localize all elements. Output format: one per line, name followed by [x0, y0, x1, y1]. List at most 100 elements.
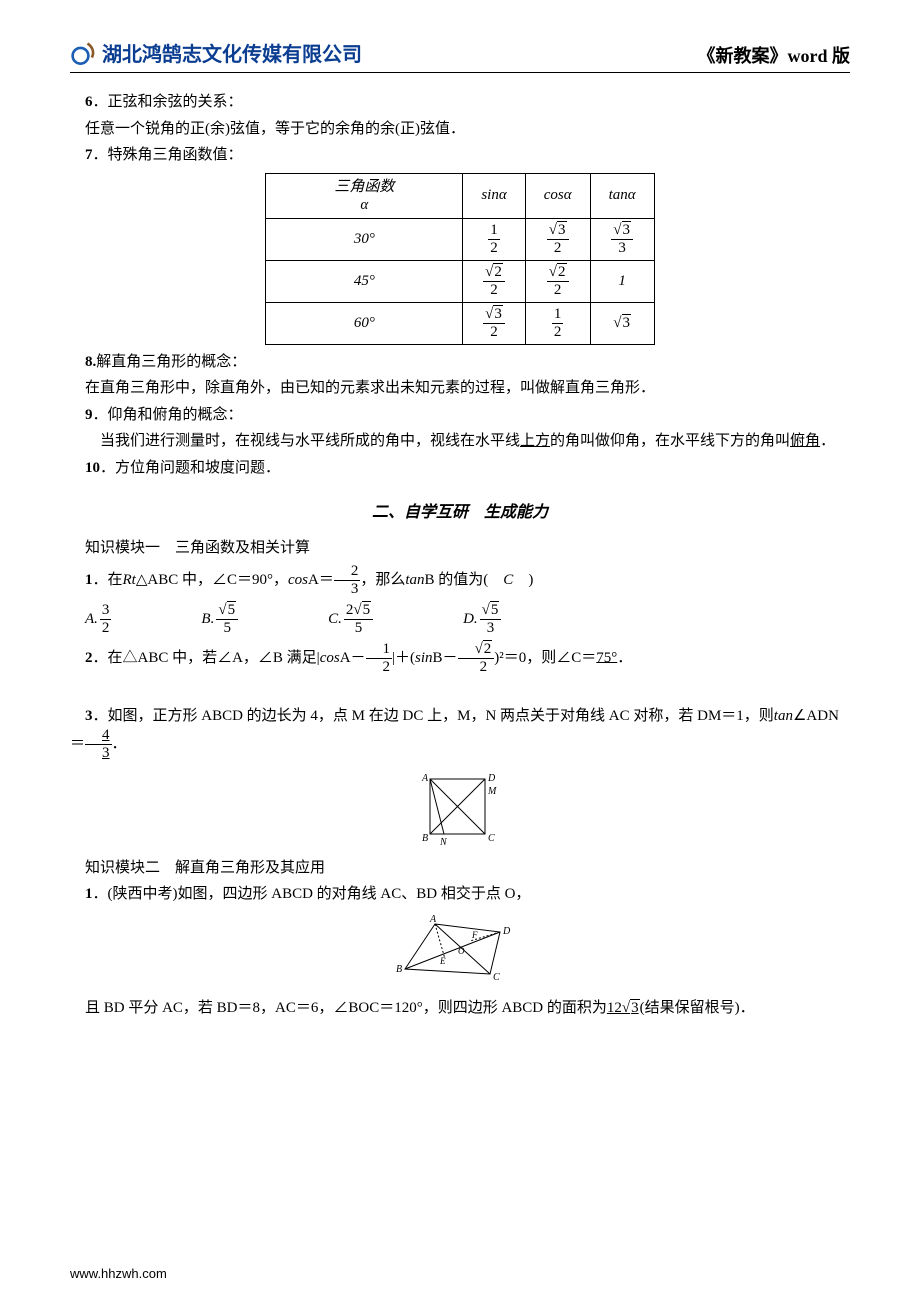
p9-body: 当我们进行测量时，在视线与水平线所成的角中，视线在水平线上方的角叫做仰角，在水平…: [70, 430, 850, 453]
figure-quad: A D B C E F O: [390, 914, 530, 989]
footer-url: www.hhzwh.com: [70, 1264, 167, 1284]
p9-down: 俯角: [790, 433, 820, 449]
m2q1-c2: (结果保留根号)．: [640, 1000, 755, 1016]
q1-t2: △ABC 中，∠C＝90°，: [136, 571, 288, 587]
m2q1: 1．(陕西中考)如图，四边形 ABCD 的对角线 AC、BD 相交于点 O，: [70, 883, 850, 906]
label-d: D: [502, 926, 511, 937]
module2-title: 知识模块二 解直角三角形及其应用: [70, 857, 850, 880]
q2-t3: |＋(: [392, 649, 415, 665]
q2-t1: ．在△ABC 中，若∠A，∠B 满足|: [93, 649, 320, 665]
p8-title-text: 解直角三角形的概念：: [96, 354, 246, 370]
p6-title: 6．正弦和余弦的关系：: [70, 91, 850, 114]
td-angle: 30°: [266, 218, 463, 260]
td-cos: √32: [525, 218, 590, 260]
label-f: F: [471, 930, 478, 940]
td-sin: √22: [463, 260, 525, 302]
q2-sin: sin: [415, 649, 433, 665]
th-sin: sinα: [463, 173, 525, 218]
module1-title: 知识模块一 三角函数及相关计算: [70, 537, 850, 560]
label-c: C: [488, 833, 495, 844]
header-left: 湖北鸿鹄志文化传媒有限公司: [70, 40, 362, 70]
trig-table: 三角函数α sinα cosα tanα 30° 12 √32 √33 45° …: [265, 173, 654, 345]
header-right: 《新教案》word 版: [698, 43, 851, 70]
p7-title-text: ．特殊角三角函数值：: [93, 147, 243, 163]
p9-label: 9: [85, 407, 93, 423]
td-angle: 60°: [266, 302, 463, 344]
q2-t6: ．: [617, 649, 632, 665]
table-row: 三角函数α sinα cosα tanα: [266, 173, 654, 218]
td-sin: 12: [463, 218, 525, 260]
q1-rt: Rt: [123, 571, 136, 587]
q3: 3．如图，正方形 ABCD 的边长为 4，点 M 在边 DC 上，M，N 两点关…: [70, 705, 850, 761]
p6-body: 任意一个锐角的正(余)弦值，等于它的余角的余(正)弦值．: [70, 118, 850, 141]
label-a: A: [421, 773, 429, 784]
label-m: M: [487, 786, 497, 797]
q3-label: 3: [85, 708, 93, 724]
td-tan: 1: [590, 260, 654, 302]
label-b: B: [422, 833, 428, 844]
q1-t6: ): [513, 571, 533, 587]
p9-b1: 当我们进行测量时，在视线与水平线所成的角中，视线在水平线: [100, 433, 520, 449]
label-n: N: [439, 837, 448, 848]
p8-label: 8.: [85, 354, 96, 370]
td-cos: √22: [525, 260, 590, 302]
q1-label: 1: [85, 571, 93, 587]
p6-label: 6: [85, 94, 93, 110]
p9-title-text: ．仰角和俯角的概念：: [93, 407, 243, 423]
q2-answer: 75°: [596, 649, 617, 665]
p9-b3: ．: [820, 433, 835, 449]
q2-label: 2: [85, 649, 93, 665]
m2q1-label: 1: [85, 886, 93, 902]
p9-title: 9．仰角和俯角的概念：: [70, 404, 850, 427]
label-o: O: [458, 946, 465, 956]
m2q1-answer: 12√3: [607, 999, 640, 1016]
q1: 1．在Rt△ABC 中，∠C＝90°，cosA＝23，那么tanB 的值为( C…: [70, 564, 850, 597]
figure-square: A D M B N C: [410, 769, 510, 849]
q2: 2．在△ABC 中，若∠A，∠B 满足|cosA－12|＋(sinB－√22)²…: [70, 642, 850, 675]
table-row: 30° 12 √32 √33: [266, 218, 654, 260]
p10-label: 10: [85, 460, 100, 476]
header-right-suffix: 版: [828, 46, 851, 66]
th-cos: cosα: [525, 173, 590, 218]
m2q1-cont: 且 BD 平分 AC，若 BD＝8，AC＝6，∠BOC＝120°，则四边形 AB…: [70, 997, 850, 1020]
q1-t1: ．在: [93, 571, 123, 587]
m2q1-c1: 且 BD 平分 AC，若 BD＝8，AC＝6，∠BOC＝120°，则四边形 AB…: [85, 1000, 607, 1016]
q1-cos: cos: [288, 571, 308, 587]
q1-t4: ，那么: [360, 571, 405, 587]
opt-c: C.2√55: [328, 603, 373, 636]
td-angle: 45°: [266, 260, 463, 302]
p10-title-text: ．方位角问题和坡度问题．: [100, 460, 280, 476]
p8-body: 在直角三角形中，除直角外，由已知的元素求出未知元素的过程，叫做解直角三角形．: [70, 377, 850, 400]
q2-t4: B－: [433, 649, 458, 665]
th-tan: tanα: [590, 173, 654, 218]
q3-t1: ．如图，正方形 ABCD 的边长为 4，点 M 在边 DC 上，M，N 两点关于…: [93, 708, 774, 724]
p7-label: 7: [85, 147, 93, 163]
q1-t5: B 的值为(: [425, 571, 504, 587]
q1-answer: C: [503, 571, 513, 587]
content: 6．正弦和余弦的关系： 任意一个锐角的正(余)弦值，等于它的余角的余(正)弦值．…: [70, 91, 850, 1019]
q3-t3: ．: [112, 735, 127, 751]
opt-b: B.√55: [201, 603, 238, 636]
td-cos: 12: [525, 302, 590, 344]
q1-t3: A＝: [308, 571, 334, 587]
q1-tan: tan: [405, 571, 424, 587]
company-name: 湖北鸿鹄志文化传媒有限公司: [102, 40, 362, 70]
q2-t2: A－: [340, 649, 366, 665]
table-row: 45° √22 √22 1: [266, 260, 654, 302]
p9-up: 上方: [520, 433, 550, 449]
m2q1-text: ．(陕西中考)如图，四边形 ABCD 的对角线 AC、BD 相交于点 O，: [93, 886, 531, 902]
p9-b2: 的角叫做仰角，在水平线下方的角叫: [550, 433, 790, 449]
opt-d: D.√53: [463, 603, 501, 636]
q2-t5: )²＝0，则∠C＝: [494, 649, 596, 665]
label-d: D: [487, 773, 496, 784]
label-b: B: [396, 964, 402, 975]
p10: 10．方位角问题和坡度问题．: [70, 457, 850, 480]
header-right-word: word: [788, 46, 828, 66]
td-tan: √3: [590, 302, 654, 344]
q2-cos: cos: [320, 649, 340, 665]
label-e: E: [439, 956, 446, 966]
header-right-prefix: 《新教案》: [698, 46, 788, 66]
p7-title: 7．特殊角三角函数值：: [70, 144, 850, 167]
p6-title-text: ．正弦和余弦的关系：: [93, 94, 243, 110]
p8-title: 8.解直角三角形的概念：: [70, 351, 850, 374]
